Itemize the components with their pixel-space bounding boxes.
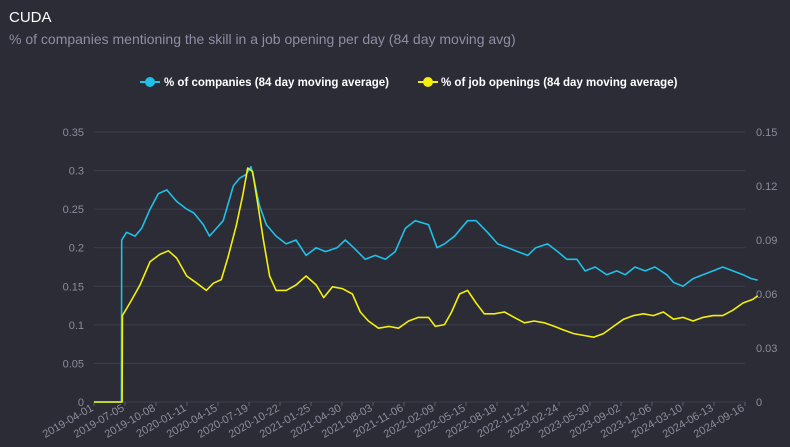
y-right-tick-label: 0.15 xyxy=(756,127,777,139)
y-left-tick-label: 0.25 xyxy=(63,204,84,216)
y-left-tick-label: 0.2 xyxy=(69,243,84,255)
y-left-tick-label: 0 xyxy=(78,397,84,409)
legend-label: % of job openings (84 day moving average… xyxy=(441,77,678,89)
y-left-tick-label: 0.05 xyxy=(63,358,84,370)
y-right-tick-label: 0.03 xyxy=(756,343,777,355)
series-line-companies xyxy=(94,165,758,403)
y-right-tick-label: 0.09 xyxy=(756,235,777,247)
legend-marker xyxy=(145,77,155,87)
y-left-tick-label: 0.3 xyxy=(69,166,84,178)
series-line-job-openings xyxy=(94,167,759,403)
y-left-tick-label: 0.15 xyxy=(63,281,84,293)
y-right-tick-label: 0.12 xyxy=(756,181,777,193)
y-left-tick-label: 0.35 xyxy=(63,127,84,139)
chart-subtitle: % of companies mentioning the skill in a… xyxy=(9,31,516,47)
y-right-tick-label: 0 xyxy=(756,397,762,409)
y-right-tick-label: 0.06 xyxy=(756,289,777,301)
legend-marker xyxy=(423,77,433,87)
chart-title: CUDA xyxy=(9,9,52,26)
y-left-tick-label: 0.1 xyxy=(69,320,84,332)
legend-label: % of companies (84 day moving average) xyxy=(164,77,389,89)
